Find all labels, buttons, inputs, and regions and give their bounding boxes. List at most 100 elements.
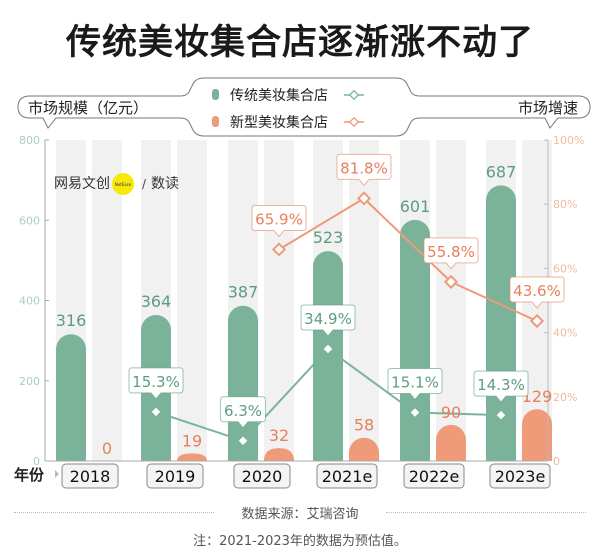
divider-left [14, 512, 214, 513]
divider-right [386, 512, 586, 513]
growth-traditional-point [148, 404, 164, 419]
legend-swatch-traditional [212, 89, 219, 100]
right-tick-label: 80% [553, 198, 577, 211]
right-tick-label: 20% [553, 391, 577, 404]
right-tick-label: 0 [553, 455, 560, 468]
growth-traditional-value-label: 6.3% [224, 402, 262, 420]
legend-line-traditional-icon [344, 89, 364, 101]
legend-swatch-new [212, 116, 219, 127]
header-frame [17, 77, 591, 137]
bar-value-label-traditional: 601 [400, 197, 431, 216]
growth-traditional-point [407, 405, 423, 420]
watermark-sep: / [142, 177, 147, 191]
bar-value-label-new: 19 [182, 431, 202, 450]
lines [148, 191, 545, 448]
growth-traditional-value-label: 14.3% [477, 376, 525, 394]
watermark-badge-circle [112, 173, 134, 195]
legend-line-new-icon [344, 116, 364, 128]
background-column [349, 140, 379, 461]
growth-new-value-label: 65.9% [255, 210, 303, 228]
growth-new-value-label: 43.6% [513, 282, 561, 300]
bar-traditional [56, 334, 86, 461]
source-note: 数据来源：艾瑞咨询 [241, 507, 359, 522]
background-column [177, 140, 207, 461]
growth-traditional-callout [387, 368, 443, 401]
x-tick-box [61, 463, 119, 489]
growth-new-callout [251, 204, 307, 238]
background-column [264, 140, 294, 461]
bar-new [522, 409, 552, 461]
x-tick-box [146, 463, 204, 489]
growth-traditional-value-label: 15.1% [391, 374, 439, 392]
background-column [436, 140, 466, 461]
growth-traditional-value-label: 15.3% [132, 373, 180, 391]
estimate-note: 注：2021-2023年的数据为预估值。 [193, 534, 407, 549]
x-tick-label: 2018 [70, 467, 111, 486]
watermark-brand: 网易文创 [54, 176, 110, 192]
growth-traditional-callout [128, 367, 184, 400]
growth-traditional-callout [300, 304, 356, 337]
chart-canvas: 0 200 400 600 800 0 20% 40% 60% 80% 100% 316 364 387… [14, 77, 591, 489]
growth-new-line [278, 197, 538, 322]
left-tick-label: 400 [19, 295, 40, 308]
right-tick-label: 100% [553, 134, 584, 147]
legend-label-new: 新型美妆集合店 [230, 114, 328, 131]
left-axis-title: 市场规模（亿元） [28, 99, 148, 117]
growth-traditional-point [493, 408, 509, 423]
right-axis-title: 市场增速 [518, 99, 578, 117]
x-tick-box [233, 463, 291, 489]
growth-new-point [529, 313, 545, 329]
left-tick-label: 600 [19, 214, 40, 227]
left-tick-label: 200 [19, 375, 40, 388]
growth-traditional-callout [473, 370, 529, 403]
x-tick-box [489, 463, 551, 489]
bar-traditional [313, 251, 343, 461]
bar-value-label-traditional: 316 [56, 311, 87, 330]
left-tick-label: 800 [19, 134, 40, 147]
bar-traditional [400, 219, 430, 461]
bar-value-label-new: 58 [354, 416, 374, 435]
bar-value-label-new: 0 [102, 439, 112, 458]
watermark-logo: 网易文创 NetEase / 数读 [54, 173, 179, 195]
x-tick-label: 2021e [322, 467, 373, 486]
growth-new-point [443, 274, 459, 289]
watermark-sub: 数读 [151, 175, 179, 192]
chart-title: 传统美妆集合店逐渐涨不动了 [65, 23, 534, 63]
bar-new [177, 453, 207, 461]
bar-value-label-traditional: 364 [141, 292, 172, 311]
x-tick-label: 2020 [242, 467, 283, 486]
bar-new [349, 437, 379, 461]
right-tick-label: 60% [553, 262, 577, 275]
bar-new [264, 448, 294, 461]
x-axis-arrow-icon [55, 470, 59, 478]
growth-new-callout [336, 153, 392, 187]
x-tick-box [316, 463, 378, 489]
background-column [92, 140, 122, 461]
x-tick-label: 2019 [155, 467, 196, 486]
bar-value-label-traditional: 387 [228, 283, 259, 302]
x-tick-label: 2022e [409, 467, 460, 486]
right-tick-label: 40% [553, 327, 577, 340]
left-tick-label: 0 [33, 455, 40, 468]
bar-new [436, 424, 466, 461]
bar-value-label-new: 129 [522, 387, 553, 406]
x-axis-title: 年份 [14, 466, 45, 484]
growth-traditional-value-label: 34.9% [304, 310, 352, 328]
x-tick-label: 2023e [495, 467, 546, 486]
growth-traditional-callout [220, 396, 266, 429]
growth-new-value-label: 55.8% [427, 243, 475, 261]
growth-new-value-label: 81.8% [340, 159, 388, 177]
growth-new-callout [509, 276, 565, 309]
growth-new-point [356, 191, 372, 206]
bar-value-label-traditional: 523 [313, 228, 344, 247]
bar-value-label-traditional: 687 [486, 162, 517, 181]
legend-label-traditional: 传统美妆集合店 [230, 87, 328, 104]
x-tick-labels: 2018 2019 2020 2021e 2022e 2023e [61, 463, 551, 489]
bar-value-label-new: 90 [441, 403, 461, 422]
growth-traditional-point [320, 341, 336, 357]
watermark-badge: NetEase [115, 182, 132, 187]
growth-new-point [271, 242, 287, 257]
x-tick-box [403, 463, 465, 489]
labels: 316 364 387 523 601 687 0 19 32 58 90 129 15.3% 6.3% 3… [56, 153, 565, 458]
growth-new-callout [423, 237, 479, 270]
